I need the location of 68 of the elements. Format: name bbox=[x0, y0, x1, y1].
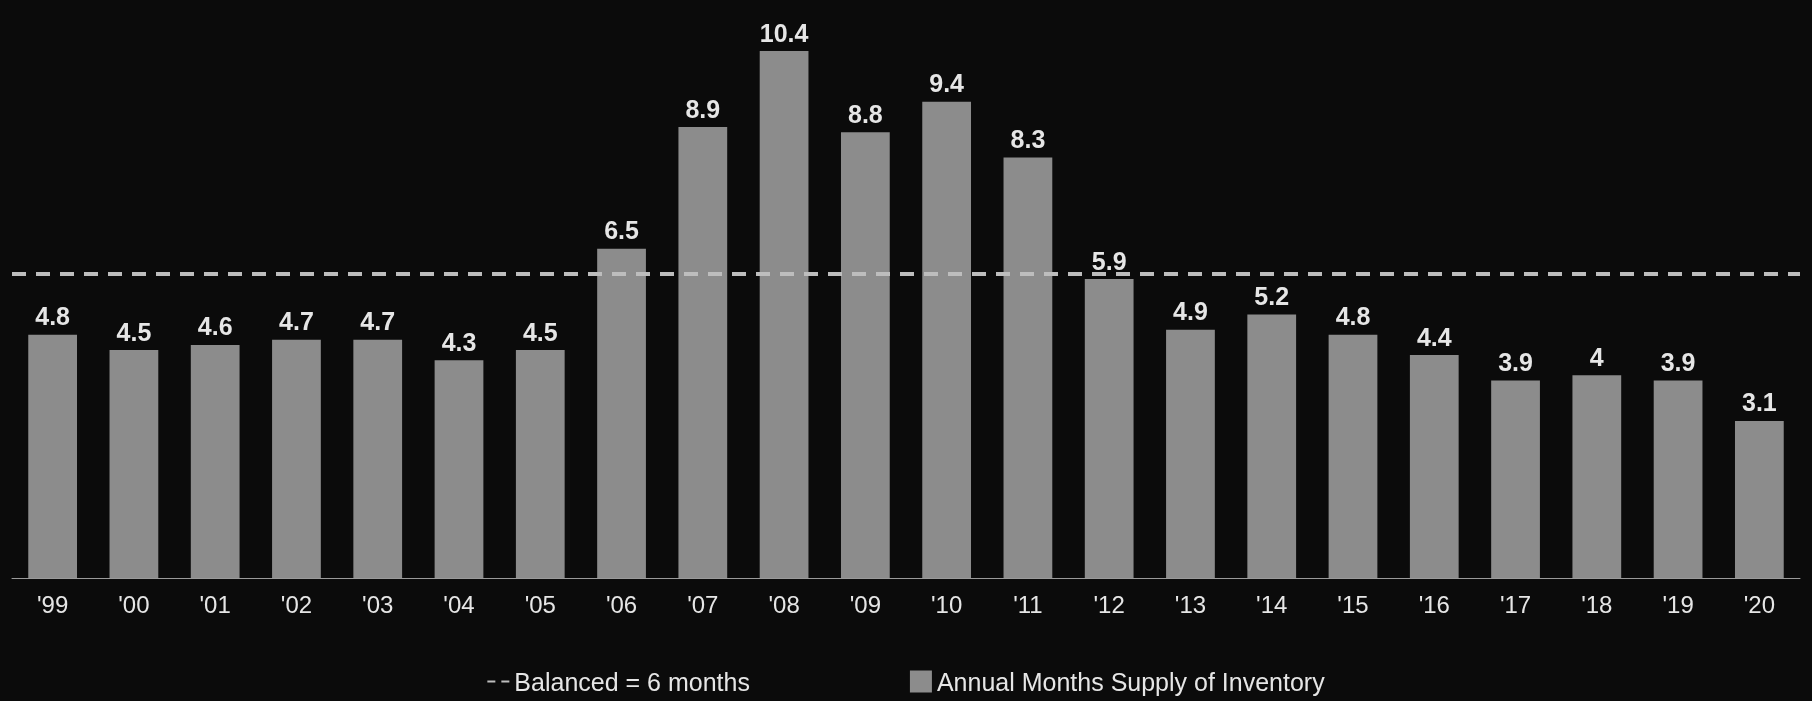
bar bbox=[515, 350, 565, 578]
data-label: 5.2 bbox=[1254, 282, 1290, 311]
x-tick-label: '02 bbox=[280, 590, 313, 618]
bar bbox=[1003, 157, 1053, 578]
bar bbox=[353, 339, 403, 578]
x-tick-label: '01 bbox=[199, 590, 231, 618]
x-tick-label: '16 bbox=[1418, 590, 1450, 618]
x-tick-label: '11 bbox=[1013, 590, 1043, 618]
x-tick-label: '13 bbox=[1174, 590, 1207, 618]
bar bbox=[1328, 334, 1378, 578]
data-label: 9.4 bbox=[929, 69, 965, 98]
data-label: 4.9 bbox=[1173, 297, 1208, 326]
x-tick-label: '09 bbox=[849, 590, 881, 618]
data-label: 4.5 bbox=[522, 317, 558, 346]
bar bbox=[922, 101, 972, 578]
bar bbox=[272, 339, 321, 578]
data-label: 4.8 bbox=[1335, 302, 1371, 331]
bar bbox=[678, 127, 728, 578]
bar bbox=[434, 360, 484, 578]
x-tick-label: '99 bbox=[37, 590, 69, 618]
bar bbox=[1247, 314, 1297, 578]
bar bbox=[190, 344, 240, 578]
data-label: 6.5 bbox=[604, 216, 640, 245]
x-tick-label: '03 bbox=[362, 590, 394, 618]
data-label: 4.3 bbox=[441, 327, 477, 356]
bar bbox=[1572, 375, 1622, 578]
x-tick-label: '12 bbox=[1093, 590, 1125, 618]
x-tick-label: '06 bbox=[605, 590, 638, 618]
x-tick-label: '05 bbox=[524, 590, 556, 618]
data-label: 8.3 bbox=[1010, 124, 1046, 153]
legend-label: Annual Months Supply of Inventory bbox=[936, 667, 1326, 696]
bar bbox=[759, 51, 809, 578]
bar bbox=[1491, 380, 1540, 578]
bar bbox=[840, 132, 890, 578]
x-tick-label: '19 bbox=[1662, 590, 1694, 618]
x-tick-label: '17 bbox=[1499, 590, 1532, 618]
bar bbox=[109, 350, 159, 578]
x-tick-label: '07 bbox=[687, 590, 719, 618]
bar bbox=[1409, 355, 1459, 578]
x-tick-label: '20 bbox=[1743, 590, 1775, 618]
bar bbox=[597, 248, 646, 578]
data-label: 5.9 bbox=[1091, 246, 1127, 275]
bar bbox=[1734, 420, 1784, 578]
x-tick-label: '04 bbox=[443, 590, 475, 618]
data-label: 3.1 bbox=[1741, 388, 1777, 417]
x-tick-label: '15 bbox=[1337, 590, 1369, 618]
data-label: 4 bbox=[1589, 342, 1604, 371]
x-tick-label: '08 bbox=[768, 590, 800, 618]
data-label: 4.7 bbox=[279, 307, 314, 336]
x-tick-label: '14 bbox=[1256, 590, 1288, 618]
bar bbox=[1084, 279, 1134, 578]
data-label: 4.5 bbox=[116, 317, 152, 346]
data-label: 3.9 bbox=[1660, 347, 1696, 376]
data-label: 4.7 bbox=[360, 307, 396, 336]
data-label: 4.6 bbox=[197, 312, 233, 341]
data-label: 8.9 bbox=[685, 94, 721, 123]
bar bbox=[1653, 380, 1703, 578]
data-label: 4.4 bbox=[1416, 322, 1452, 351]
data-label: 3.9 bbox=[1498, 347, 1533, 376]
legend-label: Balanced = 6 months bbox=[514, 667, 750, 696]
x-tick-label: '18 bbox=[1581, 590, 1613, 618]
bar bbox=[28, 334, 78, 578]
bar bbox=[1166, 329, 1215, 578]
data-label: 10.4 bbox=[759, 18, 809, 47]
x-tick-label: '10 bbox=[931, 590, 963, 618]
x-tick-label: '00 bbox=[118, 590, 150, 618]
data-label: 8.8 bbox=[847, 99, 883, 128]
data-label: 4.8 bbox=[35, 302, 71, 331]
